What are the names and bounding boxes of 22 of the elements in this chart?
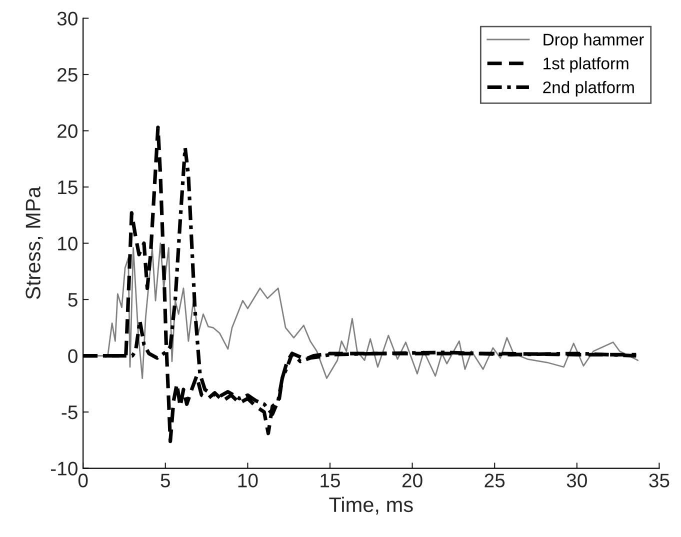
x-tick-label: 35 [649, 474, 670, 488]
legend-label: 1st platform [544, 57, 628, 73]
x-tick-label: 15 [320, 474, 340, 488]
y-tick-label: 0 [68, 349, 78, 363]
y-tick-label: 30 [57, 12, 78, 26]
y-tick-label: 15 [58, 180, 78, 194]
x-tick-label: 10 [238, 474, 258, 488]
y-tick-label: 5 [68, 293, 78, 307]
y-tick-label: -5 [62, 406, 78, 420]
x-tick-label: 0 [78, 474, 88, 488]
y-axis-title: Stress, MPa [26, 186, 43, 300]
x-tick-label: 25 [484, 474, 505, 488]
y-tick-label: -10 [50, 462, 78, 476]
y-tick-label: 20 [58, 124, 78, 138]
y-tick-label: 10 [58, 236, 78, 250]
legend-label: 2nd platform [543, 81, 634, 97]
legend-label: Drop hammer [544, 33, 644, 49]
x-tick-label: 20 [402, 474, 422, 488]
x-axis-title: Time, ms [329, 496, 413, 515]
x-tick-label: 5 [160, 474, 170, 488]
x-tick-label: 30 [566, 474, 587, 488]
y-tick-label: 25 [58, 68, 78, 82]
